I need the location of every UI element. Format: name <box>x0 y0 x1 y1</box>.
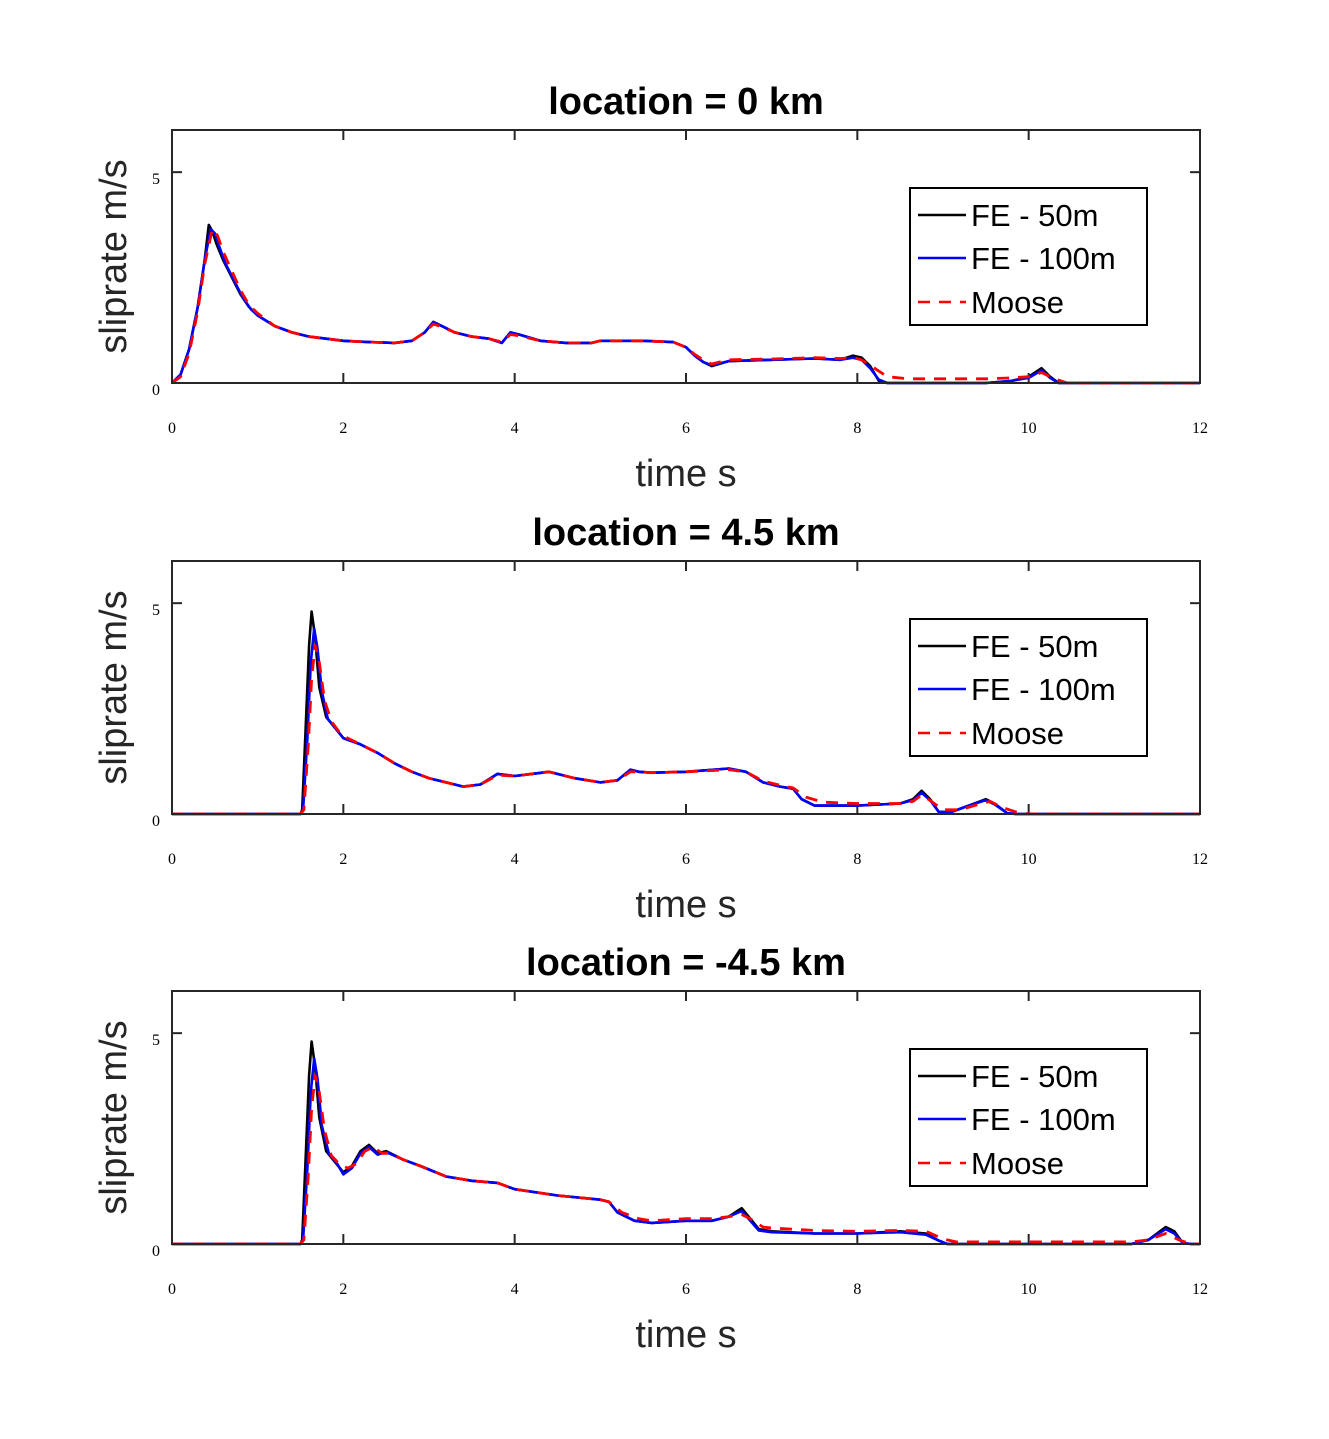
subplot-3-xtick-2: 2 <box>339 1281 347 1298</box>
subplot-2-ytick-0: 0 <box>152 813 160 830</box>
subplot-2-xtick-4: 4 <box>511 851 519 868</box>
subplot-1-y-axis-label: sliprate m/s <box>93 159 135 353</box>
subplot-2-xtick-10: 10 <box>1021 851 1037 868</box>
subplot-1-series-moose <box>171 227 1200 385</box>
subplot-2-series-moose <box>172 643 1200 816</box>
subplot-1-series <box>171 223 1200 385</box>
subplot-3-legend-label-moose: Moose <box>971 1146 1064 1181</box>
subplot-1-xtick-0: 0 <box>168 420 176 437</box>
subplot-2: location = 4.5 km 0 2 4 6 8 10 12 0 5 ti… <box>93 512 1208 926</box>
subplot-2-ytick-5: 5 <box>152 602 160 619</box>
subplot-1: location = 0 km 0 2 4 6 8 10 12 0 5 time… <box>93 81 1208 495</box>
subplot-3-x-axis-label: time s <box>635 1314 736 1356</box>
subplot-2-axes-frame <box>171 560 1201 815</box>
subplot-2-title: location = 4.5 km <box>532 512 839 554</box>
subplot-1-legend-label-fe-50m: FE - 50m <box>971 198 1098 233</box>
subplot-1-xtick-10: 10 <box>1021 420 1037 437</box>
subplot-3-y-axis-label: sliprate m/s <box>93 1020 135 1214</box>
subplot-3-ytick-0: 0 <box>152 1243 160 1260</box>
subplot-3-xtick-12: 12 <box>1192 1281 1208 1298</box>
subplot-3: location = -4.5 km 0 2 4 6 8 10 12 0 5 t… <box>93 942 1208 1356</box>
subplot-1-xtick-8: 8 <box>853 420 861 437</box>
subplot-1-legend-label-fe-100m: FE - 100m <box>971 241 1116 276</box>
subplot-2-legend-label-moose: Moose <box>971 716 1064 751</box>
subplot-1-xtick-2: 2 <box>339 420 347 437</box>
subplot-1-ytick-5: 5 <box>152 171 160 188</box>
subplot-3-legend: FE - 50m FE - 100m Moose <box>909 1048 1148 1187</box>
subplot-2-legend-label-fe-100m: FE - 100m <box>971 672 1116 707</box>
subplot-3-xtick-6: 6 <box>682 1281 690 1298</box>
subplot-3-legend-label-fe-100m: FE - 100m <box>971 1102 1116 1137</box>
subplot-3-xtick-0: 0 <box>168 1281 176 1298</box>
subplot-3-xtick-10: 10 <box>1021 1281 1037 1298</box>
subplot-2-series <box>172 610 1200 816</box>
subplot-2-legend-label-fe-50m: FE - 50m <box>971 629 1098 664</box>
subplot-1-xtick-12: 12 <box>1192 420 1208 437</box>
subplot-3-axes-frame <box>171 990 1201 1245</box>
subplot-2-xtick-0: 0 <box>168 851 176 868</box>
subplot-1-x-axis-label: time s <box>635 453 736 495</box>
subplot-1-title: location = 0 km <box>548 81 824 123</box>
subplot-2-xtick-6: 6 <box>682 851 690 868</box>
subplot-2-xtick-8: 8 <box>853 851 861 868</box>
subplot-1-legend: FE - 50m FE - 100m Moose <box>909 187 1148 326</box>
subplot-2-xtick-2: 2 <box>339 851 347 868</box>
subplot-1-axes-frame <box>171 129 1201 384</box>
subplot-2-legend: FE - 50m FE - 100m Moose <box>909 618 1148 757</box>
subplot-2-xtick-12: 12 <box>1192 851 1208 868</box>
subplot-1-xtick-4: 4 <box>511 420 519 437</box>
subplot-2-x-axis-label: time s <box>635 884 736 926</box>
subplot-1-legend-label-moose: Moose <box>971 285 1064 320</box>
subplot-3-ytick-5: 5 <box>152 1032 160 1049</box>
subplot-3-series-moose <box>172 1073 1200 1246</box>
subplot-3-series <box>172 1040 1200 1246</box>
subplot-1-xtick-6: 6 <box>682 420 690 437</box>
subplot-3-xtick-4: 4 <box>511 1281 519 1298</box>
subplot-1-ytick-0: 0 <box>152 382 160 399</box>
subplot-2-y-axis-label: sliprate m/s <box>93 590 135 784</box>
subplot-1-series-fe-100m <box>171 227 1200 385</box>
subplot-3-xtick-8: 8 <box>853 1281 861 1298</box>
subplot-3-title: location = -4.5 km <box>526 942 846 984</box>
subplot-3-legend-label-fe-50m: FE - 50m <box>971 1059 1098 1094</box>
